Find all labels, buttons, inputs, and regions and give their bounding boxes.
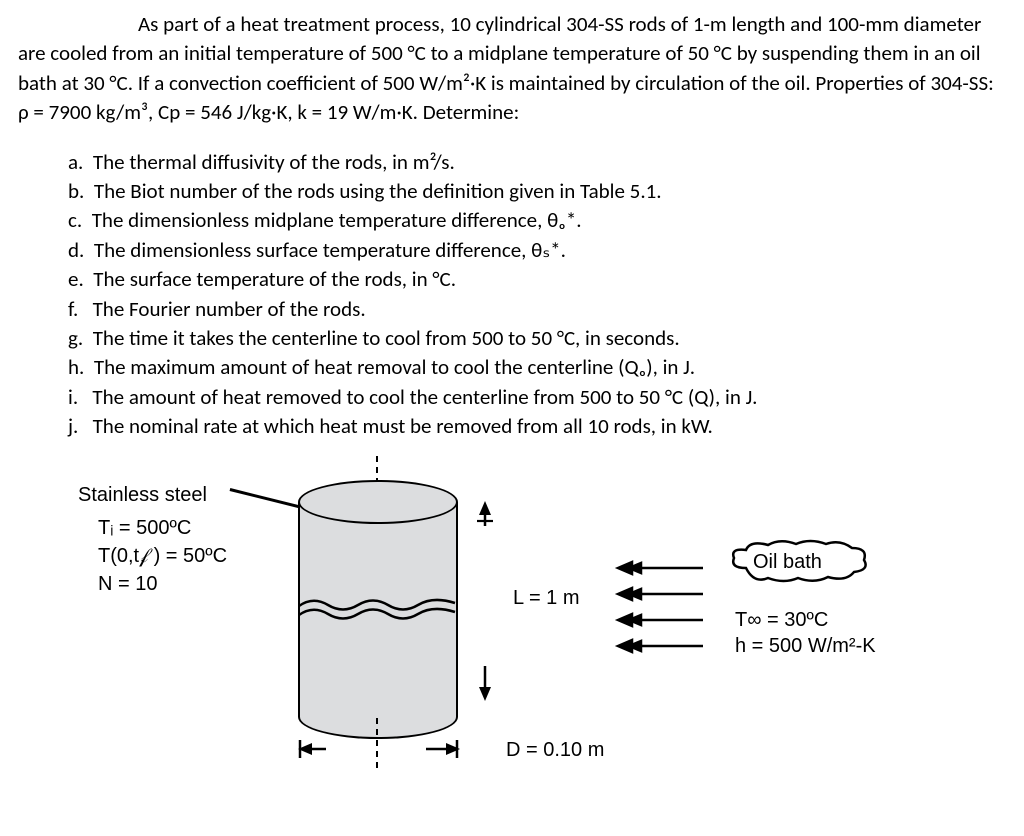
diagram: Stainless steel Tᵢ = 500ºC T(0,t𝒻 ) = 50… (18, 466, 998, 776)
question-a: a. The thermal diffusivity of the rods, … (68, 148, 1006, 177)
wavy-break (298, 593, 458, 613)
param-ti: Tᵢ = 500ºC (98, 514, 191, 542)
question-f: f. The Fourier number of the rods. (68, 295, 1006, 324)
question-b: b. The Biot number of the rods using the… (68, 177, 1006, 206)
question-d: d. The dimensionless surface temperature… (68, 236, 1006, 265)
flow-arrows (608, 556, 708, 666)
length-dimension (470, 501, 500, 711)
diameter-label: D = 0.10 m (506, 736, 604, 764)
diameter-dimension (296, 734, 476, 764)
material-label: Stainless steel (78, 481, 207, 509)
param-t0tf: T(0,t𝒻 ) = 50ºC (98, 542, 227, 570)
problem-statement: As part of a heat treatment process, 10 … (18, 10, 1006, 128)
oil-bath-label: Oil bath (753, 548, 822, 576)
length-label: L = 1 m (513, 584, 580, 612)
cylinder (298, 480, 458, 739)
param-tinf: T∞ = 30ºC (735, 606, 828, 634)
param-h: h = 500 W/m²-K (735, 632, 876, 660)
question-i: i. The amount of heat removed to cool th… (68, 383, 1006, 412)
question-j: j. The nominal rate at which heat must b… (68, 412, 1006, 441)
param-N: N = 10 (98, 570, 157, 598)
question-h: h. The maximum amount of heat removal to… (68, 353, 1006, 382)
leader-line (230, 489, 308, 511)
question-list: a. The thermal diffusivity of the rods, … (68, 148, 1006, 442)
question-g: g. The time it takes the centerline to c… (68, 324, 1006, 353)
question-e: e. The surface temperature of the rods, … (68, 265, 1006, 294)
question-c: c. The dimensionless midplane temperatur… (68, 206, 1006, 235)
